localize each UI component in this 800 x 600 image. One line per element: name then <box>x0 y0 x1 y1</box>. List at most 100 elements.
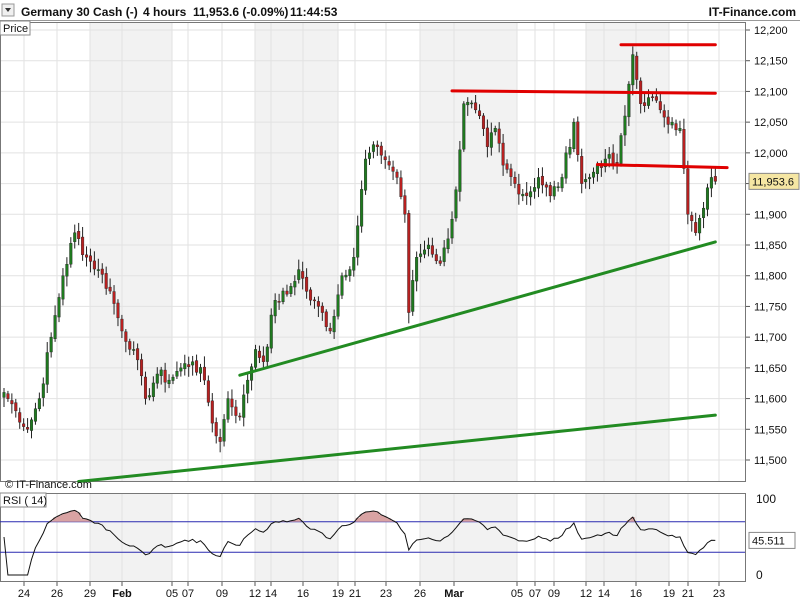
candle-body-down <box>285 290 289 295</box>
candle-body-up <box>356 225 360 258</box>
candle-body-down <box>187 364 191 367</box>
resistance-trendline <box>450 89 717 95</box>
candle <box>643 93 647 113</box>
candle <box>454 186 458 222</box>
candle-body-down <box>6 393 10 399</box>
x-tick-label: 16 <box>297 588 309 600</box>
candle <box>694 212 698 236</box>
support-trendline <box>77 413 717 483</box>
candle-body-up <box>273 300 277 317</box>
candle-body-up <box>556 186 560 188</box>
candle-body-down <box>88 255 92 262</box>
candle <box>470 100 474 109</box>
candle-body-up <box>69 243 73 265</box>
candle-body-up <box>533 187 537 192</box>
candle-body-down <box>257 350 261 358</box>
rsi-value: 45.511 <box>752 535 785 547</box>
candle <box>403 189 407 223</box>
candle-body-up <box>426 244 430 250</box>
candle-body-down <box>136 348 140 361</box>
candle <box>22 418 26 432</box>
candle-body-down <box>509 168 513 177</box>
x-tick-label: 19 <box>663 588 675 600</box>
candle-body-up <box>183 363 187 370</box>
candle-body-up <box>619 135 623 164</box>
candle-body-up <box>419 253 423 257</box>
candle <box>57 293 61 323</box>
candle-body-up <box>450 219 454 239</box>
candle <box>195 354 199 376</box>
x-tick-label: 29 <box>84 588 96 600</box>
candle <box>552 180 556 200</box>
candle-body-down <box>210 400 214 424</box>
candle-body-down <box>690 215 694 222</box>
candle-body-down <box>10 400 14 405</box>
last-change-label: 11,953.6 (-0.09%) <box>193 5 288 19</box>
candle-body-down <box>112 291 116 304</box>
candle <box>462 101 466 152</box>
candle <box>434 248 438 265</box>
candle-body-down <box>26 427 30 430</box>
candle-body-down <box>163 369 167 383</box>
candle <box>497 122 501 153</box>
candle-body-down <box>391 166 395 172</box>
candle <box>214 417 218 444</box>
candle-body-up <box>521 193 525 197</box>
x-tick-label: 23 <box>713 588 725 600</box>
x-tick-label: 19 <box>332 588 344 600</box>
candle <box>230 389 234 416</box>
candle <box>411 269 415 316</box>
candle <box>45 342 49 394</box>
candle-body-down <box>81 236 85 256</box>
y-tick-label: 12,000 <box>754 148 788 160</box>
candle-body-down <box>206 380 210 403</box>
candle <box>572 118 576 153</box>
candle <box>391 160 395 181</box>
candle <box>430 237 434 258</box>
menu-icon[interactable] <box>1 3 15 17</box>
candle-body-down <box>104 273 108 289</box>
candle <box>234 399 238 424</box>
x-tick-label: 26 <box>414 588 426 600</box>
candle-body-down <box>379 145 383 156</box>
candle <box>489 122 493 156</box>
x-tick-label: 09 <box>548 588 560 600</box>
header-bar: Germany 30 Cash (-) 4 hours 11,953.6 (-0… <box>1 3 796 19</box>
candle <box>128 338 132 356</box>
x-tick-label: 14 <box>598 588 610 600</box>
candle <box>592 167 596 184</box>
candle-body-down <box>548 185 552 197</box>
candle <box>316 296 320 318</box>
candle <box>686 160 690 225</box>
y-tick-label: 11,600 <box>754 394 787 406</box>
candle <box>529 186 533 206</box>
candle-body-up <box>269 314 273 349</box>
candle <box>167 374 171 389</box>
candle-body-down <box>100 268 104 275</box>
candle <box>2 387 6 407</box>
candle <box>481 113 485 136</box>
candle-body-up <box>678 128 682 131</box>
candle <box>285 284 289 297</box>
rsi-y-tick-label: 0 <box>756 568 763 582</box>
candle <box>568 138 572 159</box>
candle <box>320 302 324 321</box>
candle-body-down <box>383 156 387 161</box>
timeframe-label[interactable]: 4 hours <box>143 5 187 19</box>
candle <box>446 228 450 254</box>
candle-body-up <box>96 269 100 271</box>
candle <box>474 95 478 114</box>
candle <box>654 88 658 103</box>
candle <box>183 354 187 376</box>
candle <box>250 363 254 391</box>
candle-body-down <box>261 355 265 362</box>
candle <box>210 393 214 433</box>
candle-body-up <box>191 361 195 366</box>
x-tick-label: 14 <box>265 588 277 600</box>
candle-body-down <box>14 402 18 412</box>
candle <box>140 353 144 386</box>
candle <box>112 285 116 315</box>
candle <box>73 224 77 249</box>
candle-body-up <box>458 149 462 192</box>
candle-body-down <box>195 360 199 373</box>
